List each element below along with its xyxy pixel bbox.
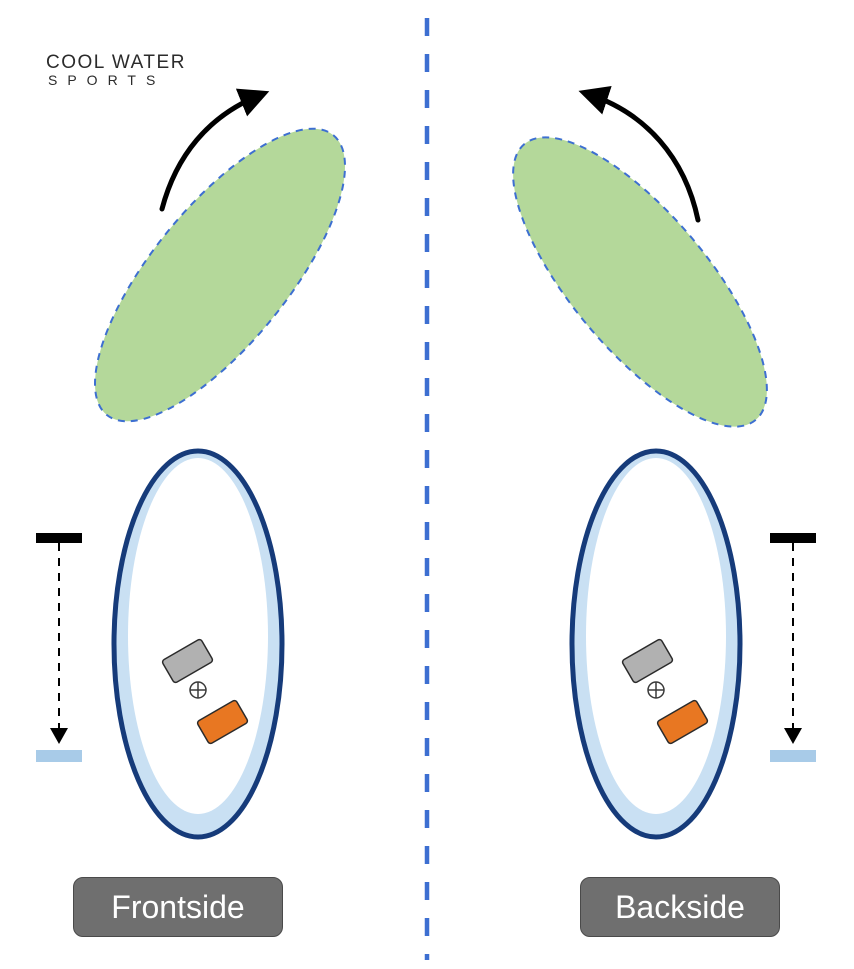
board-left-inner: [128, 458, 268, 814]
board-right-inner: [586, 458, 726, 814]
ghost-board-left: [54, 92, 386, 457]
label-frontside-text: Frontside: [111, 889, 244, 926]
paddle-indicator-right: [770, 533, 816, 762]
center-marker-left: [190, 682, 206, 698]
paddle-indicator-left: [36, 533, 82, 762]
center-marker-right: [648, 682, 664, 698]
label-backside: Backside: [580, 877, 780, 937]
label-frontside: Frontside: [73, 877, 283, 937]
diagram-canvas: COOL WATER SPORTS: [0, 0, 854, 969]
ghost-board-right: [472, 100, 808, 463]
label-backside-text: Backside: [615, 889, 745, 926]
svg-layer: [0, 0, 854, 969]
